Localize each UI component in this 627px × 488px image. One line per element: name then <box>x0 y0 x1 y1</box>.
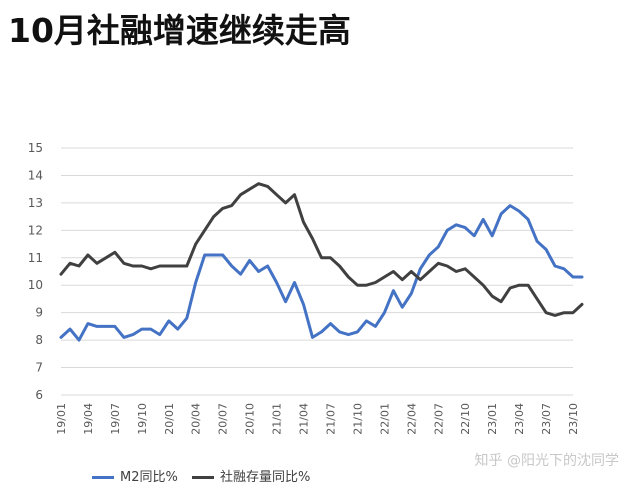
x-tick-label: 19/07 <box>109 403 122 435</box>
x-tick-label: 22/01 <box>378 403 391 435</box>
legend-item-social-financing: 社融存量同比% <box>192 466 310 485</box>
x-tick-label: 22/07 <box>432 403 445 435</box>
series-line-social-financing <box>59 182 584 317</box>
y-tick-label: 12 <box>28 223 43 237</box>
y-tick-label: 10 <box>28 278 43 292</box>
x-tick-label: 21/01 <box>271 403 284 435</box>
x-tick-label: 23/01 <box>486 403 499 435</box>
x-tick-label: 19/01 <box>55 403 68 435</box>
y-tick-label: 14 <box>28 168 43 182</box>
x-tick-label: 22/04 <box>405 403 418 435</box>
x-tick-label: 20/07 <box>217 403 230 435</box>
x-tick-label: 20/10 <box>244 403 257 435</box>
x-tick-label: 20/01 <box>163 403 176 435</box>
legend-swatch-social-financing <box>192 476 214 479</box>
page-title: 10月社融增速继续走高 <box>8 11 351 50</box>
x-tick-label: 21/07 <box>324 403 337 435</box>
x-tick-label: 19/04 <box>82 403 95 435</box>
x-tick-label: 19/10 <box>136 403 149 435</box>
y-tick-label: 7 <box>35 361 43 375</box>
y-tick-label: 8 <box>35 333 43 347</box>
watermark: 知乎 @阳光下的沈同学 <box>474 453 619 469</box>
x-tick-label: 23/10 <box>567 403 580 435</box>
x-tick-label: 23/04 <box>513 403 526 435</box>
x-tick-label: 20/04 <box>190 403 203 435</box>
legend-label-social-financing: 社融存量同比% <box>220 470 311 485</box>
legend-label-m2: M2同比% <box>120 470 178 485</box>
y-tick-label: 11 <box>28 251 43 265</box>
legend-swatch-m2 <box>92 476 114 479</box>
y-tick-label: 6 <box>35 388 43 402</box>
y-tick-label: 15 <box>28 141 43 155</box>
x-tick-label: 21/10 <box>351 403 364 435</box>
x-tick-label: 23/07 <box>540 403 553 435</box>
x-tick-label: 21/04 <box>298 403 311 435</box>
y-tick-label: 13 <box>28 196 43 210</box>
y-tick-label: 9 <box>35 306 43 320</box>
legend-item-m2: M2同比% <box>92 466 178 485</box>
series-line-m2 <box>59 204 584 342</box>
x-tick-label: 22/10 <box>459 403 472 435</box>
